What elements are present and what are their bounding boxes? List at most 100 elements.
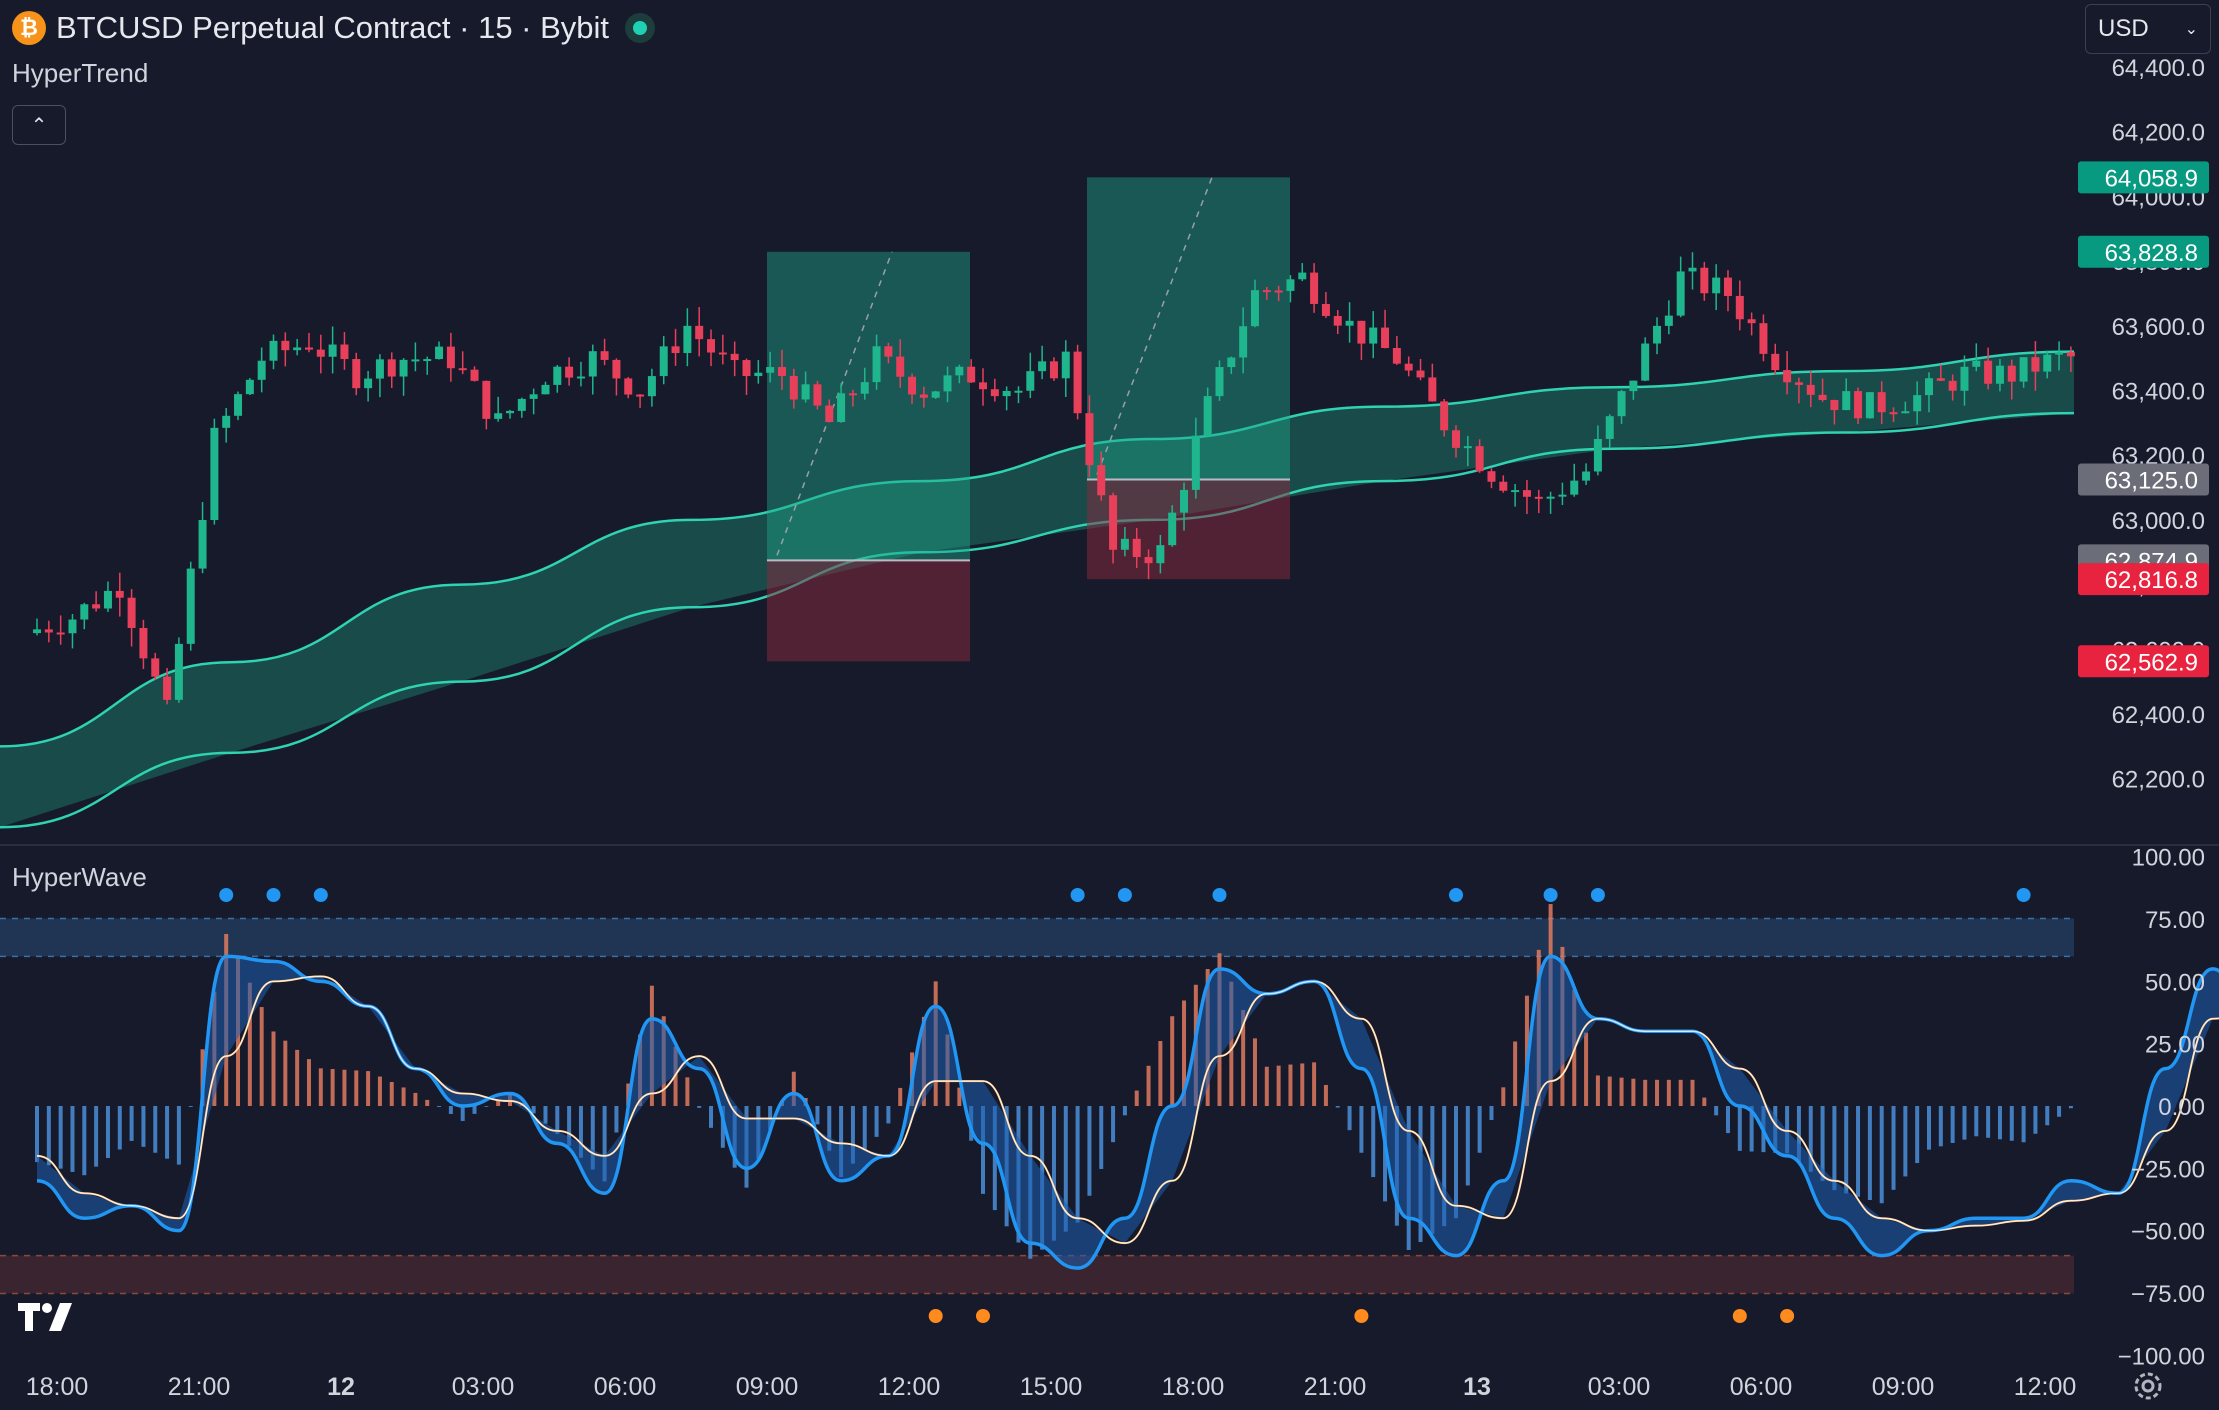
- oversold-zone: [0, 1255, 2074, 1294]
- candle-body: [943, 375, 952, 392]
- histogram-bar: [531, 1106, 536, 1114]
- candle-body: [423, 359, 432, 362]
- candle-body: [813, 384, 822, 406]
- histogram-bar: [1087, 1106, 1092, 1196]
- candle-body: [340, 344, 349, 360]
- candle-body: [1452, 430, 1460, 448]
- time-axis-tick: 15:00: [1020, 1373, 1083, 1401]
- candle-body: [636, 394, 645, 397]
- histogram-bar: [697, 1106, 702, 1108]
- candle-body: [825, 405, 834, 423]
- candle-body: [127, 597, 136, 628]
- histogram-bar: [129, 1106, 134, 1141]
- candle-body: [174, 643, 183, 700]
- candle-body: [245, 379, 254, 395]
- histogram-bar: [1808, 1106, 1813, 1172]
- candle-body: [1357, 320, 1366, 344]
- histogram-bar: [46, 1106, 51, 1166]
- candle-body: [1759, 323, 1768, 354]
- price-label-text: 62,816.8: [2105, 567, 2198, 594]
- trend-band-upper-line: [0, 350, 2075, 748]
- tradingview-logo-icon[interactable]: [16, 1295, 80, 1335]
- candle-body: [1499, 481, 1508, 491]
- candle-body: [1913, 395, 1922, 412]
- histogram-bar: [1454, 1106, 1458, 1219]
- overbought-signal-dot: [1117, 888, 1132, 902]
- candle-body: [884, 346, 893, 357]
- histogram-bar: [1371, 1106, 1376, 1178]
- oscillator-axis-tick: −25.00: [2131, 1156, 2205, 1183]
- candle-body: [1097, 465, 1106, 496]
- currency-select[interactable]: USD ⌄: [2085, 4, 2211, 54]
- candle-body: [931, 391, 940, 398]
- settings-gear-icon[interactable]: [2130, 1368, 2166, 1404]
- candle-body: [1534, 496, 1543, 499]
- histogram-bar: [1276, 1065, 1281, 1106]
- histogram-bar: [1655, 1079, 1660, 1106]
- wave-fill: [37, 956, 2219, 1269]
- candle-body: [1085, 413, 1094, 466]
- histogram-bar: [1347, 1106, 1352, 1131]
- candle-body: [1215, 367, 1224, 397]
- histogram-bar: [1678, 1079, 1683, 1106]
- overbought-signal-dot: [1543, 888, 1558, 902]
- candle-body: [103, 590, 112, 609]
- candle-body: [1180, 489, 1189, 513]
- candle-body: [1806, 384, 1815, 395]
- market-status-icon[interactable]: [625, 13, 656, 43]
- candle-body: [837, 393, 846, 423]
- time-axis-tick: 03:00: [1588, 1373, 1651, 1401]
- histogram-bar: [306, 1059, 311, 1106]
- candle-body: [1333, 315, 1342, 326]
- histogram-bar: [2009, 1106, 2014, 1141]
- histogram-bar: [401, 1087, 406, 1106]
- candle-body: [56, 632, 65, 635]
- overbought-signal-dot: [1212, 888, 1227, 902]
- price-label-text: 63,125.0: [2105, 467, 2198, 494]
- oscillator-axis-tick: 0.00: [2158, 1094, 2205, 1121]
- candle-body: [1664, 315, 1673, 326]
- collapse-indicators-button[interactable]: ⌃: [12, 105, 66, 145]
- price-axis-tick: 64,400.0: [2112, 55, 2205, 82]
- overbought-signal-dot: [2016, 888, 2031, 902]
- histogram-bar: [1725, 1106, 1730, 1134]
- hyperwave-indicator-label[interactable]: HyperWave: [12, 862, 147, 892]
- histogram-bar: [389, 1082, 394, 1106]
- candle-body: [80, 604, 89, 620]
- candle-body: [1002, 390, 1011, 397]
- histogram-bar: [957, 1087, 962, 1106]
- hypertrend-indicator-label[interactable]: HyperTrend: [12, 58, 149, 88]
- candle-body: [707, 339, 716, 353]
- candle-body: [1865, 392, 1874, 419]
- histogram-bar: [1229, 981, 1234, 1106]
- histogram-bar: [1288, 1064, 1293, 1106]
- candle-body: [1605, 416, 1614, 439]
- histogram-bar: [1619, 1077, 1624, 1106]
- histogram-bar: [543, 1106, 548, 1124]
- candle-body: [222, 415, 231, 428]
- candle-body: [1239, 326, 1248, 358]
- candle-body: [872, 346, 881, 383]
- candle-body: [352, 359, 361, 389]
- candle-body: [1440, 401, 1449, 431]
- candle-body: [1274, 290, 1283, 293]
- histogram-bar: [1111, 1106, 1116, 1143]
- histogram-bar: [1856, 1106, 1861, 1197]
- histogram-bar: [602, 1106, 607, 1182]
- histogram-bar: [1241, 1010, 1246, 1106]
- candle-body: [1582, 471, 1591, 481]
- candle-body: [1771, 353, 1780, 371]
- histogram-bar: [141, 1106, 146, 1147]
- symbol-title[interactable]: BTCUSD Perpetual Contract · 15 · Bybit: [56, 10, 610, 45]
- candle-body: [1416, 370, 1425, 378]
- histogram-bar: [1820, 1106, 1825, 1181]
- candle-body: [777, 367, 786, 376]
- oscillator-axis-tick: 75.00: [2145, 907, 2205, 934]
- histogram-bar: [1938, 1106, 1943, 1147]
- candle-body: [553, 366, 562, 385]
- overbought-signal-dot: [266, 888, 281, 902]
- histogram-bar: [70, 1106, 75, 1172]
- histogram-bar: [1489, 1106, 1494, 1121]
- histogram-bar: [1749, 1106, 1754, 1152]
